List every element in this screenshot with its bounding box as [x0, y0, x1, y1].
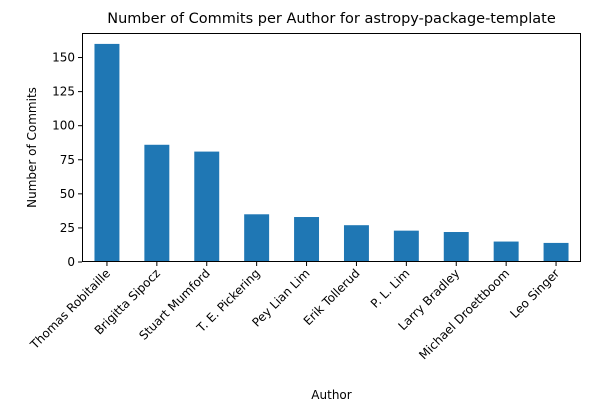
- y-axis-label: Number of Commits: [25, 87, 39, 208]
- bar-5: [343, 225, 369, 262]
- y-tick-label-0: 0: [67, 255, 75, 269]
- x-tick-label-8: Michael Droettboom: [416, 266, 512, 362]
- bar-3: [244, 214, 270, 262]
- plot-frame: [82, 33, 581, 262]
- y-axis-ticks: 0 25 50 75 100 125 150: [52, 51, 82, 269]
- y-tick-label-1: 25: [60, 221, 75, 235]
- bar-4: [294, 217, 320, 262]
- bar-7: [443, 232, 469, 262]
- bar-1: [144, 144, 170, 262]
- x-tick-label-6: P. L. Lim: [368, 266, 413, 311]
- bar-0: [94, 43, 120, 263]
- bar-2: [194, 151, 220, 262]
- y-tick-label-3: 75: [60, 153, 75, 167]
- y-tick-label-4: 100: [52, 119, 75, 133]
- y-tick-label-2: 50: [60, 187, 75, 201]
- bar-8: [493, 241, 519, 262]
- bars-group: [94, 43, 569, 263]
- x-tick-label-9: Leo Singer: [507, 266, 562, 321]
- bar-6: [393, 230, 419, 262]
- x-tick-label-0: Thomas Robitaille: [27, 266, 113, 352]
- y-tick-label-6: 150: [52, 51, 75, 65]
- bar-9: [543, 242, 569, 262]
- chart-title: Number of Commits per Author for astropy…: [107, 11, 556, 27]
- x-axis-label: Author: [311, 388, 351, 402]
- y-tick-label-5: 125: [52, 85, 75, 99]
